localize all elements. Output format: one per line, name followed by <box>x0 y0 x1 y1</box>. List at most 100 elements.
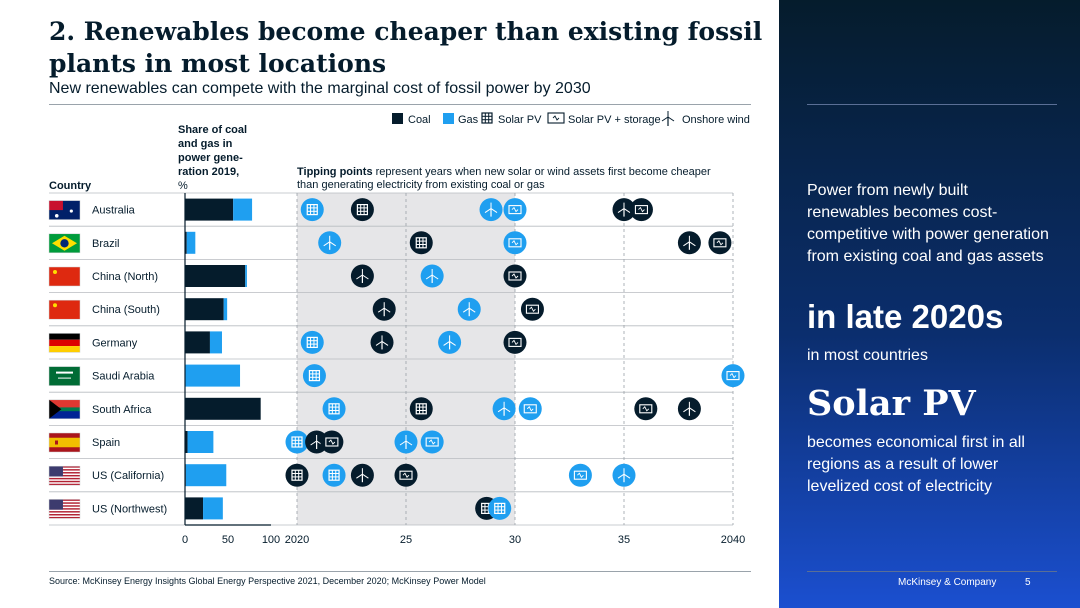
bar-coal <box>185 331 210 354</box>
tipping-point <box>708 231 732 255</box>
wind-turbine-icon <box>661 111 675 126</box>
tipping-point-marker <box>300 198 324 222</box>
bar-chart-title: Share of coal and gas in power gene- rat… <box>178 124 250 192</box>
source-note: Source: McKinsey Energy Insights Global … <box>49 576 486 586</box>
chart-legend: Coal Gas Solar PV Solar PV + storage Ons… <box>392 111 750 126</box>
tipping-point-marker <box>322 463 346 487</box>
tipping-point <box>300 198 324 222</box>
country-label: South Africa <box>92 404 152 416</box>
legend-solar-label: Solar PV <box>498 114 542 126</box>
solar-icon <box>481 112 493 124</box>
bar-gas <box>209 331 222 354</box>
legend-gas-swatch <box>443 113 454 124</box>
bar-x-tick: 0 <box>182 534 188 546</box>
tipping-point <box>350 198 374 222</box>
china-north-flag <box>48 266 81 287</box>
solar-storage-icon <box>547 112 565 124</box>
scatter-title-bold: Tipping points <box>297 166 373 178</box>
tipping-point <box>612 198 636 222</box>
australia-flag <box>48 200 81 220</box>
tipping-point-marker <box>322 397 346 421</box>
footer-divider <box>49 571 751 572</box>
tipping-point <box>479 198 503 222</box>
tipping-point <box>612 463 636 487</box>
us-california-flag <box>48 465 81 486</box>
bar-coal <box>185 397 261 420</box>
tipping-point <box>420 264 444 288</box>
bars <box>185 198 261 520</box>
bar-gas <box>187 431 214 453</box>
scatter-title-rest: represent years when new solar or wind a… <box>373 166 711 178</box>
scatter-chart-title: Tipping points represent years when new … <box>297 166 711 178</box>
tipping-point <box>285 463 309 487</box>
bar-gas <box>186 231 196 254</box>
country-header: Country <box>49 180 92 192</box>
year-tick: 30 <box>509 534 521 546</box>
bar-coal <box>185 431 188 453</box>
germany-flag <box>48 333 81 353</box>
tipping-point-marker <box>488 496 512 520</box>
bar-title-line: and gas in <box>178 138 233 150</box>
tipping-point-marker <box>409 397 433 421</box>
spain-flag <box>48 432 81 453</box>
bar-title-line: ration 2019, <box>178 166 239 178</box>
tipping-point <box>394 463 418 487</box>
scatter-title-line-2: than generating electricity from existin… <box>297 179 545 191</box>
bar-coal <box>185 198 234 221</box>
sidebar-divider <box>807 104 1057 105</box>
tipping-point-marker <box>285 430 309 454</box>
sidebar-panel: Power from newly built renewables become… <box>779 0 1080 608</box>
saudi-arabia-flag <box>48 366 81 386</box>
tipping-point <box>503 264 527 288</box>
bar-gas <box>185 364 241 387</box>
tipping-point <box>409 397 433 421</box>
bar-title-line: % <box>178 180 188 192</box>
tipping-point <box>457 297 481 321</box>
tipping-point <box>300 330 324 354</box>
country-label: Germany <box>92 337 138 349</box>
country-label: US (California) <box>92 470 164 482</box>
country-label: Brazil <box>92 238 120 250</box>
tipping-point-marker <box>300 330 324 354</box>
country-label: Spain <box>92 437 120 449</box>
bar-gas <box>245 265 247 287</box>
tipping-point <box>318 231 342 255</box>
tipping-point <box>503 198 527 222</box>
brazil-flag <box>48 233 81 254</box>
header-divider <box>49 104 751 105</box>
tipping-point <box>350 463 374 487</box>
bar-coal <box>185 231 187 254</box>
bar-gas <box>223 298 228 321</box>
tipping-point <box>370 330 394 354</box>
tipping-point <box>518 397 542 421</box>
country-label: China (South) <box>92 304 160 316</box>
legend-gas-label: Gas <box>458 114 479 126</box>
tipping-point <box>322 397 346 421</box>
tipping-point <box>677 231 701 255</box>
bar-coal <box>185 497 204 520</box>
tipping-point <box>520 297 544 321</box>
bar-x-tick: 50 <box>222 534 234 546</box>
tipping-point <box>438 330 462 354</box>
country-label: Australia <box>92 205 136 217</box>
tipping-point <box>629 198 653 222</box>
bar-title-line: power gene- <box>178 152 243 164</box>
sidebar-footer-divider <box>807 571 1057 572</box>
sidebar-highlight-sub: in most countries <box>807 347 928 364</box>
tipping-point <box>320 430 344 454</box>
sidebar-highlight: in late 2020s <box>807 298 1004 335</box>
year-tick: 25 <box>400 534 412 546</box>
brand-name: McKinsey & Company <box>898 577 997 588</box>
us-northwest-flag <box>48 499 81 519</box>
tipping-point <box>420 430 444 454</box>
tipping-point <box>634 397 658 421</box>
tipping-point-marker <box>302 364 326 388</box>
sidebar-tech: Solar PV <box>807 383 976 424</box>
tipping-point <box>488 496 512 520</box>
year-tick: 35 <box>618 534 630 546</box>
country-label: Saudi Arabia <box>92 371 155 383</box>
sidebar-intro: Power from newly built renewables become… <box>807 182 1049 265</box>
tipping-point <box>503 231 527 255</box>
legend-coal-label: Coal <box>408 114 431 126</box>
tipping-point <box>568 463 592 487</box>
